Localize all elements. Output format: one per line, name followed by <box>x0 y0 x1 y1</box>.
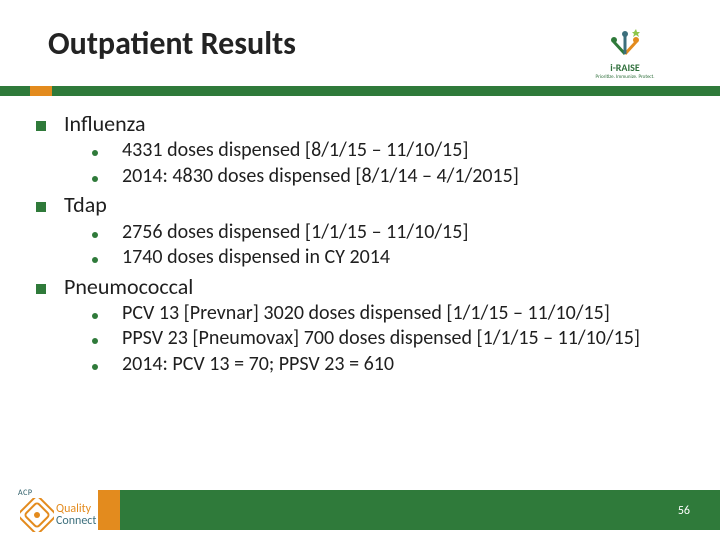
dot-bullet-icon <box>92 257 98 263</box>
bullet-level1: Tdap <box>36 191 684 219</box>
raise-logo: i-RAISE Prioritize. Immunize. Protect. <box>590 24 660 84</box>
raise-logo-text: i-RAISE <box>610 61 639 74</box>
bullet-level2: PPSV 23 [Pneumovax] 700 doses dispensed … <box>92 326 684 352</box>
bullet-level1-label: Pneumococcal <box>64 273 193 301</box>
page-title: Outpatient Results <box>48 24 296 63</box>
acp-label: ACP <box>18 488 32 498</box>
title-row: Outpatient Results i-RAISE Prioritize. I… <box>48 24 660 84</box>
bullet-level2-label: 2014: 4830 doses dispensed [8/1/14 – 4/1… <box>122 164 519 190</box>
square-bullet-icon <box>36 284 46 294</box>
quality-connect-logo: Quality Connect <box>20 498 96 532</box>
square-bullet-icon <box>36 202 46 212</box>
raise-logo-subtext: Prioritize. Immunize. Protect. <box>596 74 655 80</box>
bullet-level2-label: 1740 doses dispensed in CY 2014 <box>122 245 390 271</box>
bullet-level1-label: Influenza <box>64 110 146 138</box>
bullet-level2: PCV 13 [Prevnar] 3020 doses dispensed [1… <box>92 301 684 327</box>
underline-seg-green <box>0 86 30 96</box>
raise-logo-icon <box>604 28 646 60</box>
quality-connect-icon <box>20 498 54 532</box>
underline-seg-green2 <box>52 86 720 96</box>
bullet-level2: 2014: PCV 13 = 70; PPSV 23 = 610 <box>92 352 684 378</box>
bullet-level2-label: PPSV 23 [Pneumovax] 700 doses dispensed … <box>122 326 640 352</box>
bullet-level2-label: 4331 doses dispensed [8/1/15 – 11/10/15] <box>122 138 468 164</box>
bullet-level1: Influenza <box>36 110 684 138</box>
footer-bar <box>0 490 720 530</box>
bullet-level1: Pneumococcal <box>36 273 684 301</box>
slide: Outpatient Results i-RAISE Prioritize. I… <box>0 0 720 540</box>
quality-connect-line2: Connect <box>56 515 96 527</box>
dot-bullet-icon <box>92 232 98 238</box>
page-number: 56 <box>678 504 690 518</box>
bullet-level2-label: PCV 13 [Prevnar] 3020 doses dispensed [1… <box>122 301 610 327</box>
dot-bullet-icon <box>92 150 98 156</box>
bullet-level2: 2014: 4830 doses dispensed [8/1/14 – 4/1… <box>92 164 684 190</box>
footer-green-seg <box>120 490 720 530</box>
dot-bullet-icon <box>92 176 98 182</box>
bullet-level2: 2756 doses dispensed [1/1/15 – 11/10/15] <box>92 220 684 246</box>
square-bullet-icon <box>36 121 46 131</box>
underline-seg-orange <box>30 86 52 96</box>
bullet-level2: 4331 doses dispensed [8/1/15 – 11/10/15] <box>92 138 684 164</box>
dot-bullet-icon <box>92 338 98 344</box>
bullet-level2: 1740 doses dispensed in CY 2014 <box>92 245 684 271</box>
bullet-level2-label: 2756 doses dispensed [1/1/15 – 11/10/15] <box>122 220 468 246</box>
content-area: Influenza4331 doses dispensed [8/1/15 – … <box>36 108 684 378</box>
quality-connect-text: Quality Connect <box>56 503 96 527</box>
bullet-level2-label: 2014: PCV 13 = 70; PPSV 23 = 610 <box>122 352 394 378</box>
title-underline <box>0 86 720 96</box>
footer-orange-seg <box>98 490 120 530</box>
dot-bullet-icon <box>92 313 98 319</box>
dot-bullet-icon <box>92 364 98 370</box>
bullet-level1-label: Tdap <box>64 191 107 219</box>
